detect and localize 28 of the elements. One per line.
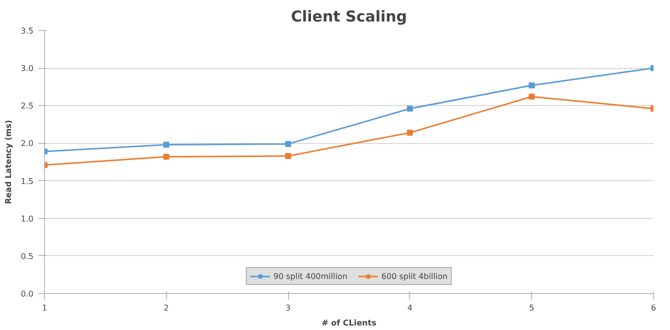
legend-label: 600 split 4billion xyxy=(381,271,448,281)
point xyxy=(406,130,413,136)
y-tick-label: 2.0 xyxy=(20,139,34,148)
y-tick-label: 1.5 xyxy=(20,176,34,186)
point xyxy=(285,140,292,147)
legend-label: 90 split 400million xyxy=(273,271,348,281)
y-tick-label: 3.0 xyxy=(20,64,34,74)
y-tick-label: 1.0 xyxy=(20,214,34,224)
y-tick-label: 0.0 xyxy=(20,290,34,298)
y-tick-label: 0.5 xyxy=(20,252,34,261)
point xyxy=(528,94,535,100)
x-tick-label: 2 xyxy=(164,304,169,312)
x-axis-title: # of CLients xyxy=(322,318,377,328)
point xyxy=(406,106,413,112)
x-tick-label: 6 xyxy=(650,304,656,312)
x-tick-label: 3 xyxy=(286,304,291,312)
line-series xyxy=(44,65,654,154)
point xyxy=(285,152,292,159)
x-tick-label: 1 xyxy=(42,304,48,312)
x-tick-label: 4 xyxy=(407,304,412,312)
point xyxy=(528,82,535,88)
point xyxy=(163,154,170,160)
y-tick-label: 2.5 xyxy=(20,102,34,111)
y-axis-title: Read Latency (ms) xyxy=(4,120,13,204)
point xyxy=(163,142,170,148)
y-tick-label: 3.5 xyxy=(20,26,34,36)
x-tick-label: 5 xyxy=(529,304,534,312)
chart-title: Client Scaling xyxy=(290,8,408,26)
